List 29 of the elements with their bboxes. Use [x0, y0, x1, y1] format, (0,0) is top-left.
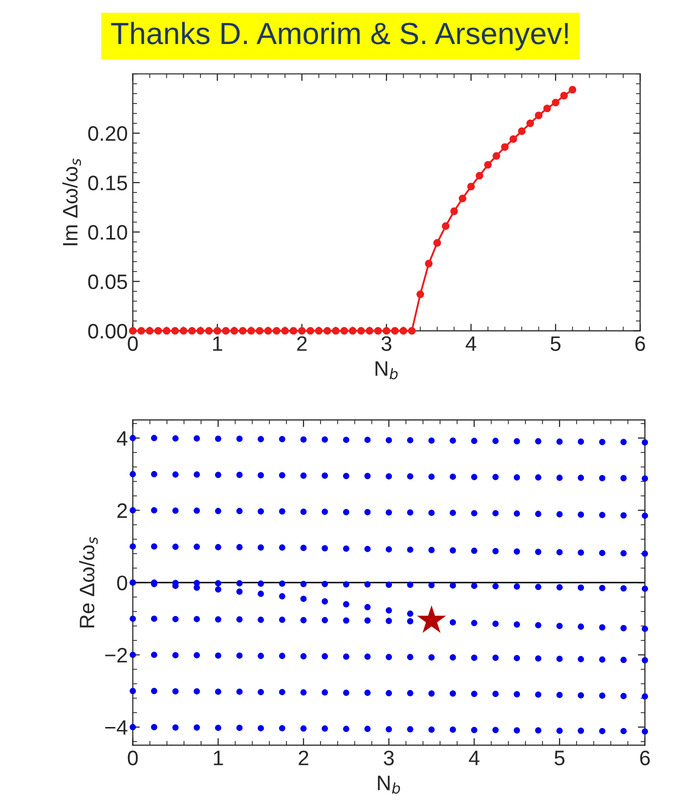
x-tick-label: 4 — [466, 336, 476, 351]
chart-title: Thanks D. Amorim & S. Arsenyev! — [111, 22, 568, 50]
y-tick-label: 0 — [117, 576, 128, 590]
x-tick-label: 1 — [213, 336, 222, 351]
x-tick-label: 4 — [468, 750, 480, 766]
y-tick-label: 0.05 — [88, 274, 128, 290]
y-tick-label: −4 — [105, 720, 128, 735]
x-tick-label: 2 — [298, 750, 308, 766]
y-tick-label: 0.00 — [88, 324, 128, 339]
y-tick-label: 4 — [116, 431, 128, 446]
y-tick-label: −2 — [105, 648, 127, 662]
x-axis-title: N$_{b}$ — [376, 361, 398, 380]
x-tick-label: 0 — [128, 750, 138, 766]
y-tick-label: 0.15 — [88, 176, 128, 190]
x-tick-label: 3 — [381, 336, 392, 351]
y-tick-label: 0.20 — [88, 126, 128, 141]
x-tick-label: 0 — [128, 336, 138, 351]
x-tick-label: 5 — [554, 750, 564, 766]
y-tick-label: 0.10 — [88, 225, 128, 240]
x-tick-label: 3 — [384, 750, 394, 766]
y-axis-title: Re Δω/ω$_{s}$ — [79, 536, 98, 628]
x-tick-label: 6 — [640, 750, 650, 766]
x-tick-label: 6 — [635, 336, 646, 351]
y-axis-title: Im Δω/ω$_{s}$ — [62, 158, 82, 246]
x-tick-label: 1 — [214, 750, 223, 766]
x-axis-title: N$_{b}$ — [378, 776, 400, 794]
x-tick-label: 5 — [550, 336, 561, 351]
x-tick-label: 2 — [297, 336, 307, 351]
y-tick-label: 2 — [117, 503, 127, 518]
